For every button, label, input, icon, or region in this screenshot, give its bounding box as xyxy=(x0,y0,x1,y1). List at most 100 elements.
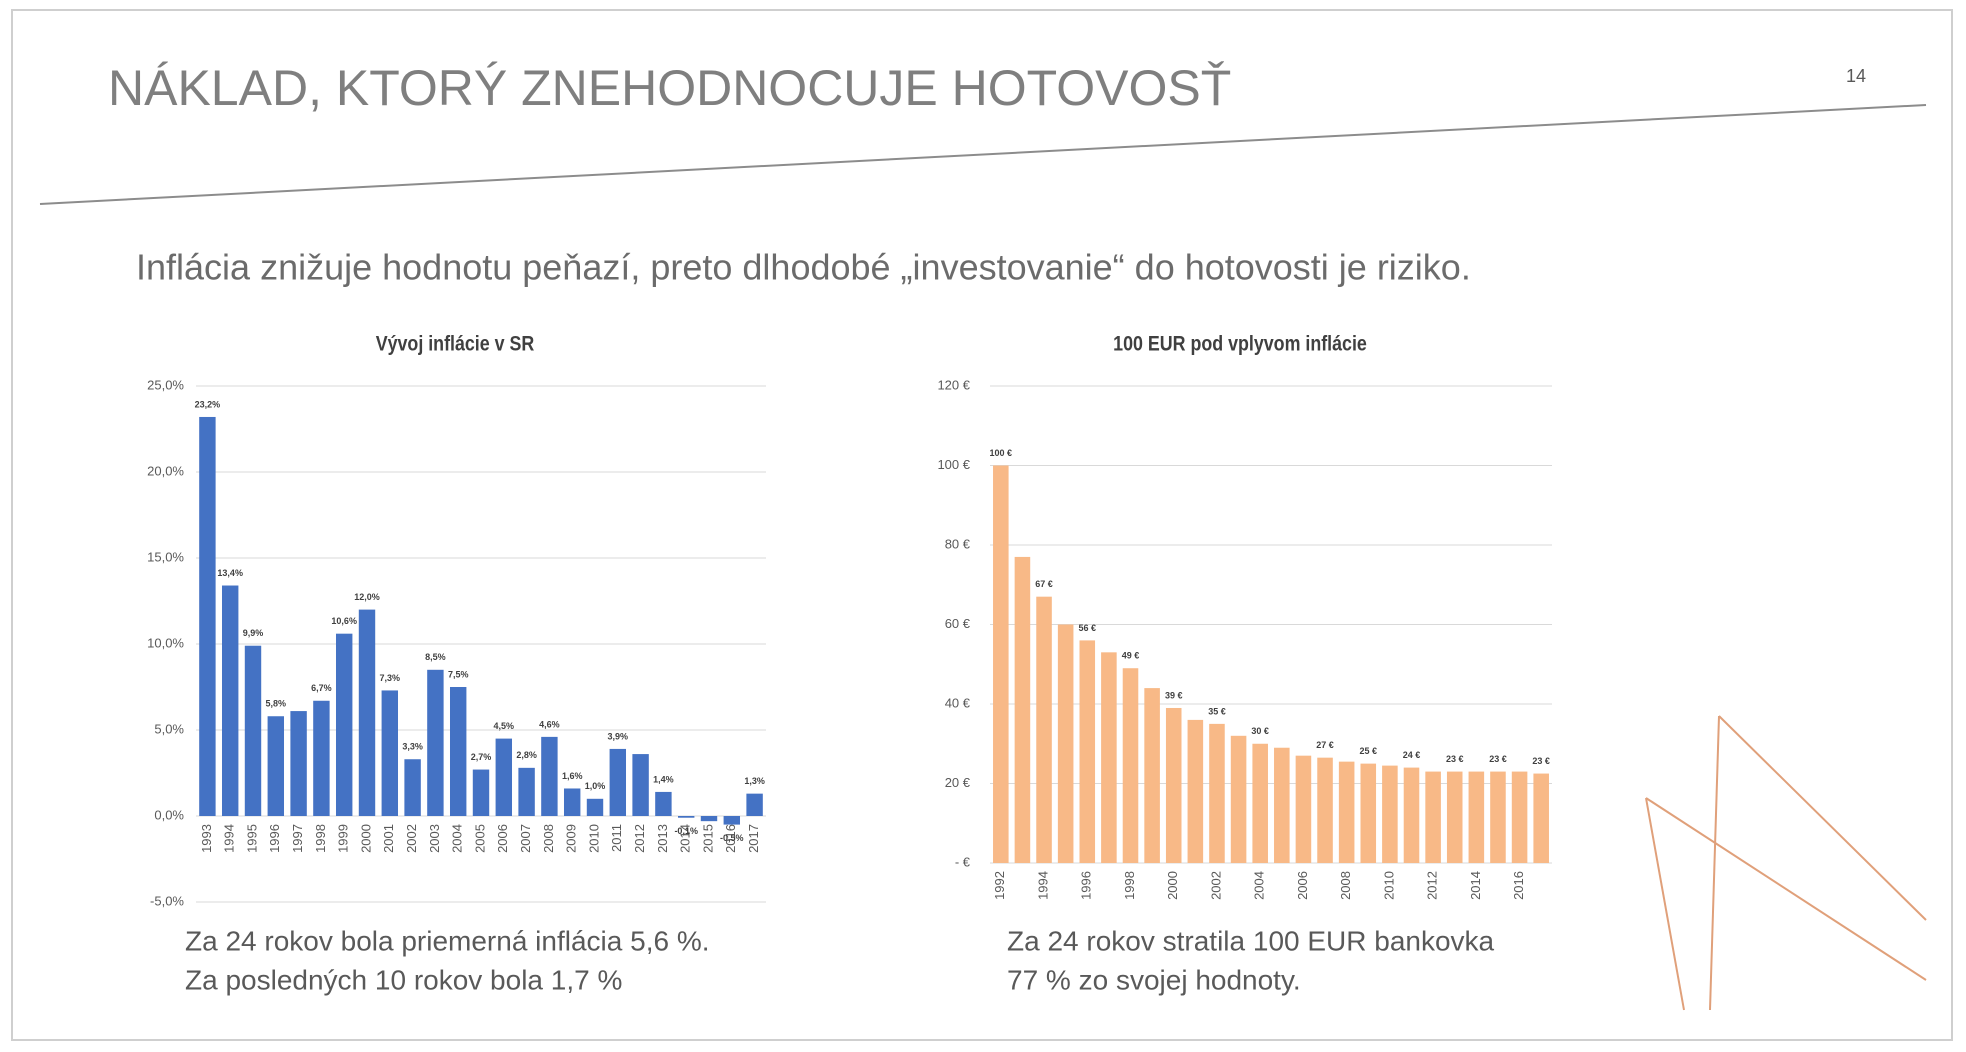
x-tick-label: 2013 xyxy=(655,824,670,853)
bar xyxy=(1317,757,1333,863)
bar xyxy=(1230,735,1247,863)
x-tick-label: 2011 xyxy=(609,824,624,852)
bar xyxy=(1252,743,1268,863)
bar xyxy=(290,711,307,816)
data-label: 67 € xyxy=(1035,579,1053,589)
x-tick-label: 2012 xyxy=(1425,871,1440,900)
data-label: 1,4% xyxy=(653,774,674,784)
x-tick-label: 1999 xyxy=(336,824,351,853)
caption: Za 24 rokov stratila 100 EUR bankovka xyxy=(1007,925,1495,956)
data-label: 3,9% xyxy=(608,731,629,741)
data-label: 27 € xyxy=(1316,740,1334,750)
bar xyxy=(1101,652,1117,863)
data-label: 23 € xyxy=(1489,754,1507,764)
data-label: 4,6% xyxy=(539,719,560,729)
data-label: 7,3% xyxy=(380,673,401,683)
bar xyxy=(1014,556,1031,863)
bar xyxy=(313,700,330,816)
data-label: 8,5% xyxy=(425,652,446,662)
bar xyxy=(1144,688,1160,863)
x-tick-label: 2005 xyxy=(472,824,487,853)
bar xyxy=(1057,624,1074,863)
bar xyxy=(221,585,239,816)
bar xyxy=(1274,747,1290,863)
bar xyxy=(1360,763,1377,863)
bar xyxy=(244,645,262,816)
data-label: 13,4% xyxy=(217,568,243,578)
bar xyxy=(1403,767,1420,863)
data-label: 7,5% xyxy=(448,669,469,679)
x-tick-label: 2015 xyxy=(700,824,715,853)
x-tick-label: 1994 xyxy=(1035,871,1050,900)
x-tick-label: 2002 xyxy=(404,824,419,853)
chart-title: 100 EUR pod vplyvom inflácie xyxy=(1113,332,1367,356)
bar xyxy=(427,669,444,816)
caption: Za 24 rokov bola priemerná inflácia 5,6 … xyxy=(185,925,710,956)
y-tick-label: 15,0% xyxy=(147,549,184,564)
bar xyxy=(267,716,285,816)
x-tick-label: 2010 xyxy=(1381,871,1396,900)
x-tick-label: 1998 xyxy=(313,824,328,853)
x-tick-label: 2006 xyxy=(1295,871,1310,900)
x-tick-label: 2008 xyxy=(541,824,556,853)
y-tick-label: 0,0% xyxy=(154,807,184,822)
y-tick-label: 80 € xyxy=(945,536,971,551)
bar xyxy=(1425,771,1441,863)
x-tick-label: 2014 xyxy=(678,824,693,853)
x-tick-label: 2014 xyxy=(1468,871,1483,900)
bar xyxy=(1511,771,1528,863)
data-label: 24 € xyxy=(1403,750,1421,760)
x-tick-label: 2006 xyxy=(495,824,510,853)
data-label: 56 € xyxy=(1079,623,1097,633)
bar xyxy=(677,816,695,818)
divider xyxy=(39,104,1927,205)
data-label: 10,6% xyxy=(331,616,357,626)
bar xyxy=(1468,771,1485,863)
data-label: 39 € xyxy=(1165,690,1183,700)
bar xyxy=(1295,755,1312,863)
y-tick-label: 10,0% xyxy=(147,635,184,650)
x-tick-label: 2002 xyxy=(1208,871,1223,900)
data-label: 12,0% xyxy=(354,592,380,602)
data-label: 49 € xyxy=(1122,651,1140,661)
y-tick-label: 120 € xyxy=(937,377,970,392)
y-tick-label: 20,0% xyxy=(147,463,184,478)
bar xyxy=(495,738,513,816)
data-label: 23 € xyxy=(1532,756,1550,766)
data-label: 35 € xyxy=(1208,706,1226,716)
slide-frame xyxy=(11,9,1953,1041)
x-tick-label: 1996 xyxy=(267,824,282,853)
subtitle: Inflácia znižuje hodnotu peňazí, preto d… xyxy=(136,247,1471,288)
data-label: 23 € xyxy=(1446,754,1464,764)
bar xyxy=(358,609,376,816)
caption: Za posledných 10 rokov bola 1,7 % xyxy=(185,964,622,995)
x-tick-label: 2008 xyxy=(1338,871,1353,900)
y-tick-label: 20 € xyxy=(945,775,971,790)
y-tick-label: - € xyxy=(955,854,971,869)
page-number: 14 xyxy=(1846,66,1866,86)
x-tick-label: 2001 xyxy=(381,824,396,853)
bar xyxy=(1209,723,1225,863)
data-label: 25 € xyxy=(1360,746,1378,756)
decoration xyxy=(1645,715,1927,1011)
bar xyxy=(1338,761,1355,863)
y-tick-label: 5,0% xyxy=(154,721,184,736)
data-label: 2,7% xyxy=(471,752,492,762)
y-tick-label: 40 € xyxy=(945,695,971,710)
y-tick-label: -5,0% xyxy=(150,893,184,908)
bar xyxy=(586,798,604,816)
x-tick-label: 2007 xyxy=(518,824,533,853)
bar xyxy=(1382,765,1398,863)
x-tick-label: 2012 xyxy=(632,824,647,853)
bar xyxy=(1036,596,1052,863)
bar xyxy=(472,769,490,816)
bar xyxy=(700,816,718,822)
bar xyxy=(381,690,399,816)
data-label: 100 € xyxy=(990,448,1013,458)
x-tick-label: 2017 xyxy=(746,824,761,853)
x-tick-label: 2000 xyxy=(358,824,373,853)
bar xyxy=(1122,668,1139,863)
slide-title: NÁKLAD, KTORÝ ZNEHODNOCUJE HOTOVOSŤ xyxy=(108,60,1231,116)
